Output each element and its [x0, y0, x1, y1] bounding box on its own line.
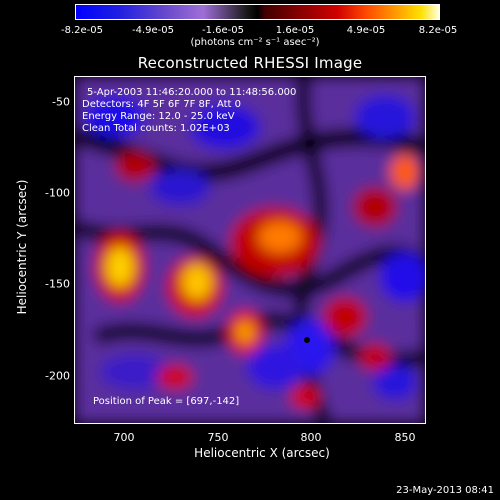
colorbar-tick-label: 4.9e-05 — [346, 25, 386, 36]
x-axis-label: Heliocentric X (arcsec) — [194, 446, 330, 460]
time-range: 5-Apr-2003 11:46:20.000 to 11:48:56.000 — [87, 87, 297, 98]
y-tick-label: -100 — [45, 186, 70, 200]
y-axis-label: Heliocentric Y (arcsec) — [15, 179, 29, 315]
peak-position: Position of Peak = [697,-142] — [93, 396, 240, 407]
energy-range: Energy Range: 12.0 - 25.0 keV — [82, 111, 235, 122]
colorbar-tick-label: -8.2e-05 — [61, 25, 103, 36]
colorbar — [75, 4, 440, 20]
y-tick-label: -200 — [45, 369, 70, 383]
x-tick-label: 750 — [207, 431, 229, 444]
rhessi-image: 5-Apr-2003 11:46:20.000 to 11:48:56.000 … — [74, 76, 426, 424]
peak-marker — [304, 337, 310, 343]
x-tick-label: 850 — [394, 431, 416, 444]
footer-date: 23-May-2013 08:41 — [396, 485, 494, 496]
clean-counts: Clean Total counts: 1.02E+03 — [82, 123, 230, 134]
colorbar-tick-label: 1.6e-05 — [275, 25, 315, 36]
colorbar-units: (photons cm⁻² s⁻¹ asec⁻²) — [190, 37, 320, 48]
colorbar-tick-label: 8.2e-05 — [418, 25, 458, 36]
detectors: Detectors: 4F 5F 6F 7F 8F, Att 0 — [82, 99, 242, 110]
colorbar-tick-label: -1.6e-05 — [202, 25, 244, 36]
x-tick-label: 800 — [300, 431, 322, 444]
y-tick-label: -150 — [45, 277, 70, 291]
image-title: Reconstructed RHESSI Image — [137, 54, 363, 72]
reconstructed-map — [75, 77, 425, 423]
y-tick-label: -50 — [52, 95, 70, 109]
colorbar-tick-label: -4.9e-05 — [132, 25, 174, 36]
x-tick-label: 700 — [113, 431, 135, 444]
